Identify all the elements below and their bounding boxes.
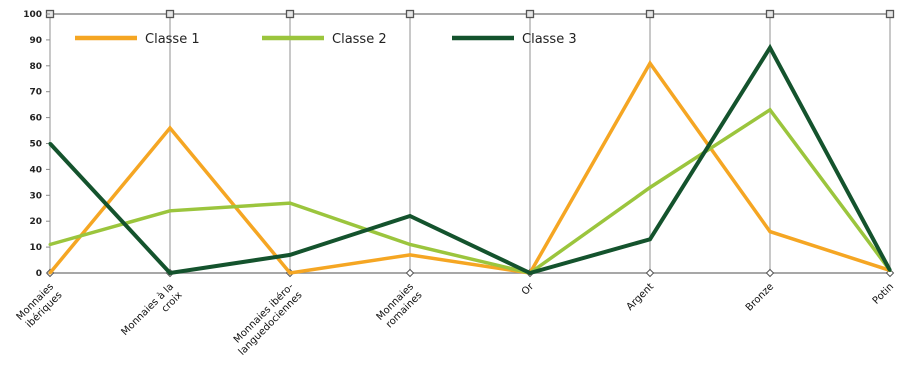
y-tick-label: 50 [29,140,42,150]
y-tick-label: 100 [23,10,42,20]
y-tick-label: 60 [29,114,42,124]
data-point [768,230,772,234]
data-point [528,271,532,275]
top-square-marker [165,9,175,19]
data-point [648,61,652,65]
y-tick-label: 30 [29,191,42,201]
data-point [408,253,412,257]
data-point [168,126,172,130]
data-point [408,214,412,218]
legend-label: Classe 2 [332,32,387,47]
top-square-marker [765,9,775,19]
y-tick-label: 10 [29,243,42,253]
y-tick-label: 80 [29,62,42,72]
data-point [888,268,892,272]
y-axis-ticks: 0 10 20 30 40 50 60 70 80 90 100 [23,10,50,279]
data-point [168,271,172,275]
series-line-classe-3 [48,43,892,276]
legend-label: Classe 3 [522,32,577,47]
data-point [648,237,652,241]
legend-label: Classe 1 [145,32,200,47]
data-point [48,271,52,275]
data-point [648,186,652,190]
data-point [768,108,772,112]
top-square-marker [285,9,295,19]
top-square-marker [405,9,415,19]
y-tick-label: 0 [36,269,42,279]
legend: Classe 1 Classe 2 Classe 3 [75,32,577,47]
data-point [288,253,292,257]
y-tick-label: 90 [29,36,42,46]
data-point [48,243,52,247]
data-point [168,209,172,213]
y-tick-label: 40 [29,165,42,175]
axes [45,9,895,278]
y-tick-label: 20 [29,217,42,227]
top-square-marker [525,9,535,19]
series-line-classe-2 [49,107,892,275]
top-square-marker [645,9,655,19]
bottom-diamond-marker [405,268,415,278]
data-point [768,46,772,50]
data-point [408,243,412,247]
data-point [48,142,52,145]
y-tick-label: 70 [29,88,42,98]
series-line-classe-1 [48,59,891,275]
top-square-marker [885,9,895,19]
series-lines [48,43,892,276]
bottom-diamond-marker [765,268,775,278]
data-point [288,201,292,205]
bottom-diamond-marker [645,268,655,278]
data-point [288,271,292,275]
